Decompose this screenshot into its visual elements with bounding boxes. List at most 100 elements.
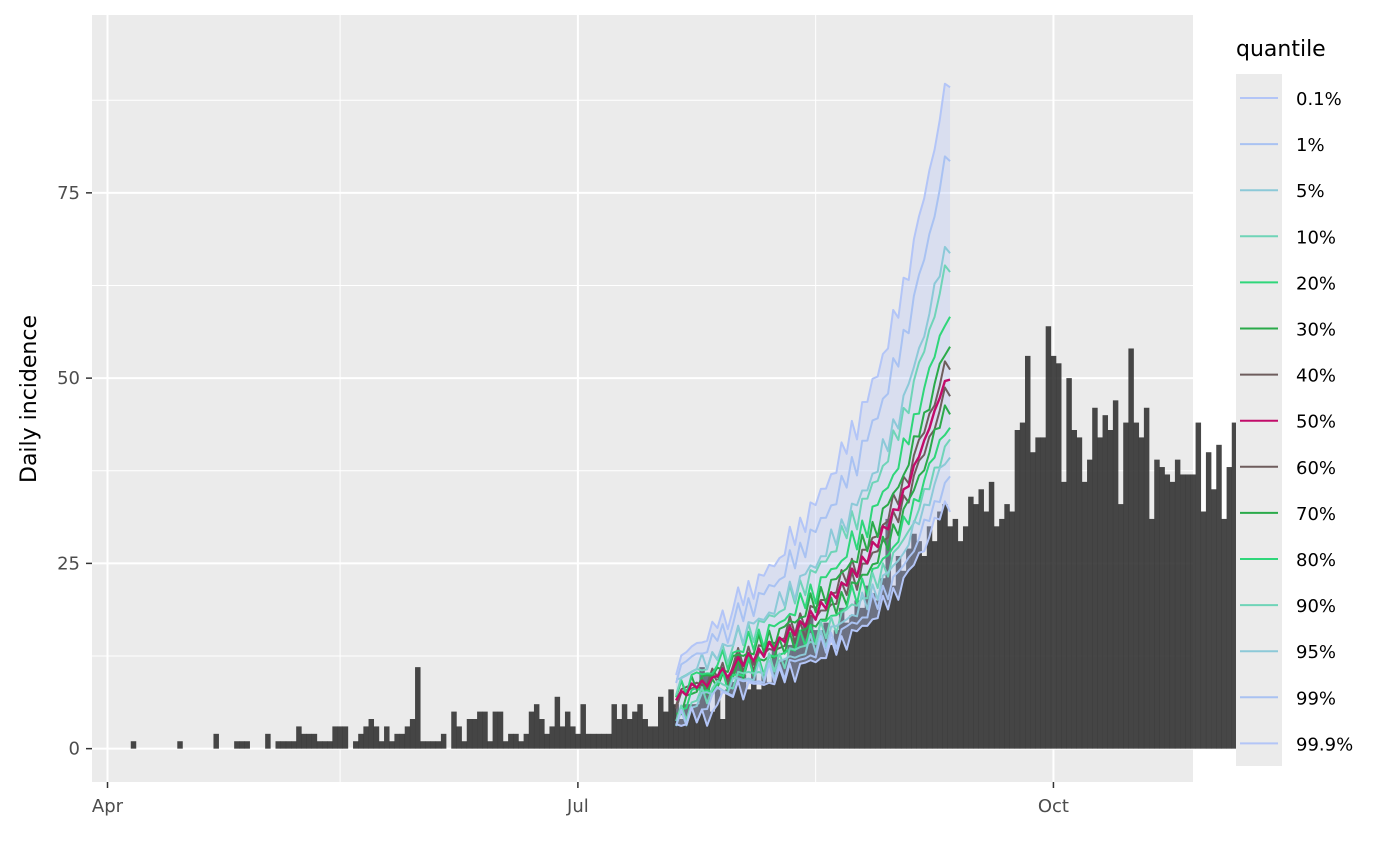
incidence-bar — [993, 526, 1000, 749]
incidence-bar — [1030, 452, 1036, 749]
incidence-bar — [482, 711, 488, 749]
incidence-bar — [1092, 407, 1098, 749]
incidence-bar — [849, 615, 855, 749]
legend: quantile 0.1% 1% 5% 10% 20% 30% 40% 50% 60% 70% 80… — [1236, 37, 1353, 766]
quantile-lines — [675, 82, 951, 727]
incidence-bar — [606, 733, 612, 749]
incidence-bar — [730, 681, 736, 749]
incidence-bar — [528, 711, 535, 749]
incidence-bar — [1169, 481, 1176, 749]
incidence-bar — [1045, 326, 1052, 749]
incidence-bar — [1081, 481, 1088, 749]
quantile-line-1pct — [675, 155, 951, 684]
incidence-bar — [699, 667, 705, 749]
incidence-bar — [787, 644, 793, 749]
incidence-bar — [626, 719, 633, 749]
incidence-bar — [487, 741, 493, 749]
quantile-line-99pct — [675, 475, 951, 726]
incidence-bar — [942, 504, 948, 749]
incidence-bar — [818, 630, 824, 749]
incidence-bar — [280, 741, 287, 749]
incidence-bar — [1040, 437, 1046, 749]
legend-label: 90% — [1296, 596, 1336, 617]
incidence-bar — [709, 711, 716, 749]
incidence-bar — [420, 741, 426, 749]
incidence-bar — [435, 741, 442, 749]
incidence-bar — [957, 541, 964, 749]
incidence-bar — [611, 704, 617, 749]
incidence-bar — [1180, 474, 1186, 749]
incidence-bar — [1138, 437, 1145, 749]
incidence-bar — [885, 518, 891, 749]
legend-label: 40% — [1296, 366, 1336, 387]
incidence-bar — [368, 719, 375, 749]
incidence-bar — [275, 741, 281, 749]
incidence-bar — [761, 674, 767, 749]
incidence-bar — [1159, 467, 1165, 749]
incidence-bar — [409, 719, 416, 749]
legend-label: 20% — [1296, 273, 1336, 294]
quantile-line-20pct — [675, 316, 951, 698]
incidence-bar — [983, 511, 990, 749]
incidence-bar — [1133, 422, 1140, 749]
incidence-bar — [740, 674, 747, 749]
incidence-bar — [1066, 378, 1072, 749]
incidence-bar — [539, 719, 545, 749]
incidence-bar — [1154, 459, 1160, 749]
y-tick-label: 25 — [57, 553, 80, 574]
incidence-bar — [962, 526, 969, 749]
incidence-bar — [213, 733, 219, 749]
incidence-bar — [1164, 474, 1171, 749]
incidence-bar — [559, 726, 566, 749]
incidence-bar — [1231, 422, 1238, 749]
incidence-bar — [720, 719, 726, 749]
incidence-bar — [523, 733, 530, 749]
incidence-bar — [999, 518, 1005, 749]
incidence-bar — [880, 578, 886, 749]
incidence-bar — [704, 674, 710, 749]
y-tick-label: 50 — [57, 368, 80, 389]
incidence-bar — [570, 726, 576, 749]
incidence-bar — [1061, 481, 1067, 749]
incidence-bar — [533, 704, 540, 749]
incidence-bar — [1035, 437, 1041, 749]
quantile-line-40pct — [675, 360, 951, 706]
quantile-line-70pct — [675, 404, 951, 716]
incidence-bar — [782, 659, 788, 749]
incidence-bar — [399, 733, 406, 749]
incidence-bar — [440, 733, 447, 749]
incidence-bar — [1123, 422, 1129, 749]
incidence-bar — [900, 570, 907, 749]
incidence-bar — [745, 689, 752, 749]
incidence-bar — [130, 741, 137, 749]
legend-label: 80% — [1296, 550, 1336, 571]
quantile-line-50pct — [675, 378, 951, 702]
incidence-bar — [575, 733, 581, 749]
incidence-bar — [373, 726, 380, 749]
y-axis: 0 25 50 75 — [57, 183, 92, 760]
incidence-bar — [916, 541, 922, 749]
incidence-bar — [776, 659, 783, 749]
y-axis-title: Daily incidence — [17, 315, 42, 483]
x-tick-label: Jul — [566, 796, 589, 817]
incidence-bar — [1118, 504, 1124, 749]
incidence-bar — [854, 600, 860, 749]
incidence-bar — [947, 526, 953, 749]
quantile-line-5pct — [675, 245, 951, 681]
legend-label: 99% — [1296, 688, 1336, 709]
incidence-bar — [621, 704, 628, 749]
incidence-bar — [642, 719, 648, 749]
incidence-bar — [859, 607, 866, 749]
incidence-bar — [637, 704, 643, 749]
incidence-bar — [1050, 355, 1057, 749]
incidence-bar — [554, 696, 561, 749]
incidence-bar — [1149, 518, 1155, 749]
incidence-bar — [415, 667, 421, 749]
incidence-bar — [1107, 430, 1114, 749]
incidence-bar — [502, 741, 509, 749]
incidence-bar — [296, 726, 302, 749]
incidence-bar — [1174, 459, 1181, 749]
incidence-bar — [735, 659, 742, 749]
x-axis: Apr Jul Oct — [92, 782, 1069, 817]
y-tick-label: 0 — [69, 739, 80, 760]
